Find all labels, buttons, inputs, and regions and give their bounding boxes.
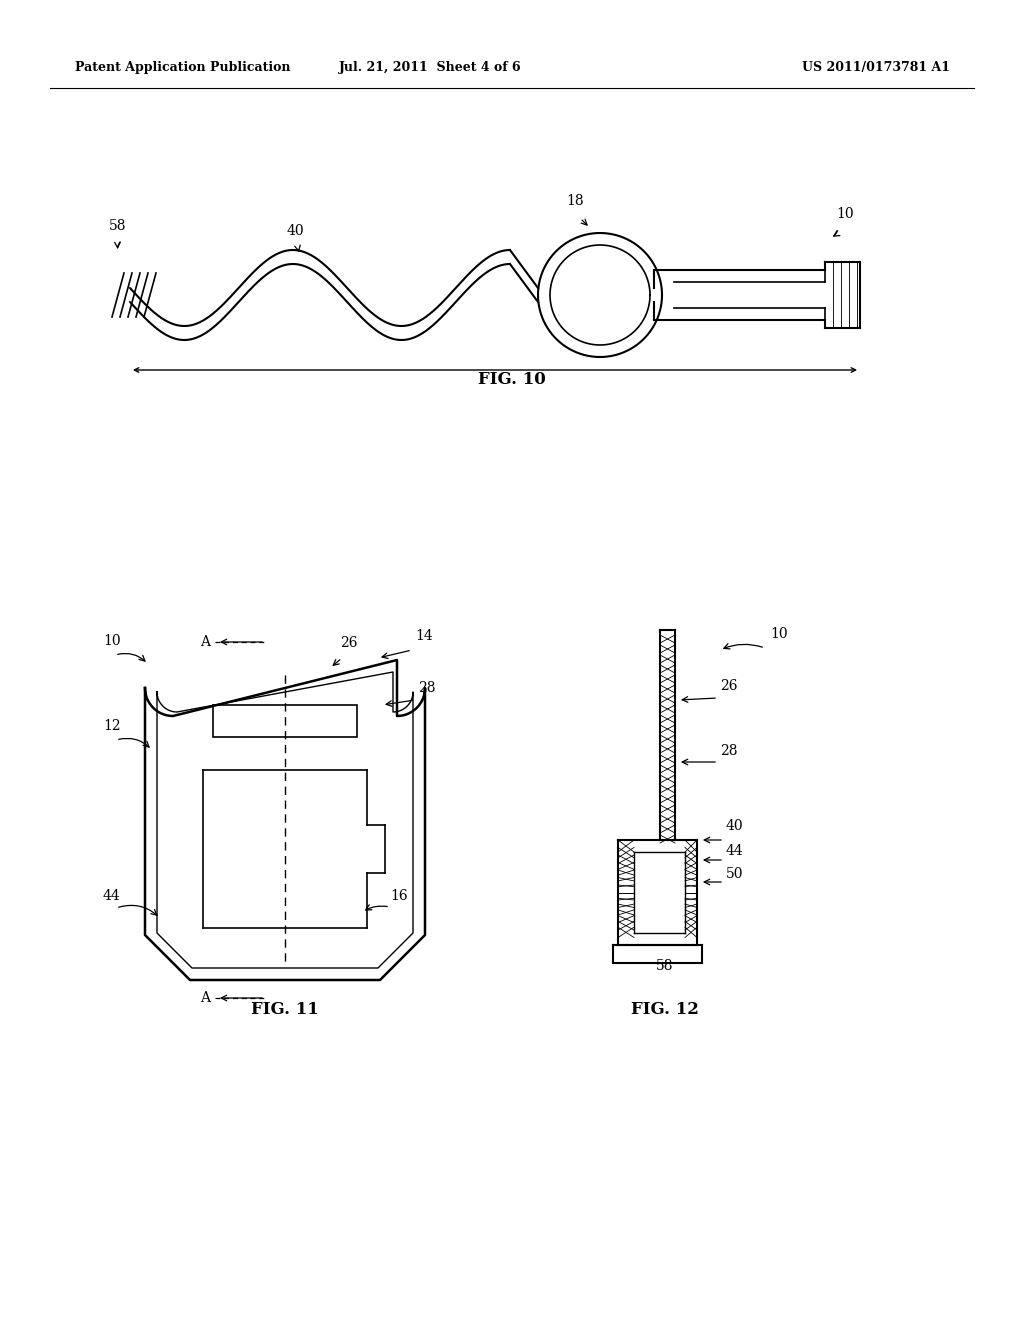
Text: FIG. 11: FIG. 11	[251, 1002, 318, 1019]
Text: 44: 44	[726, 843, 743, 858]
Text: 40: 40	[286, 224, 304, 238]
Text: FIG. 12: FIG. 12	[631, 1002, 699, 1019]
Text: 18: 18	[566, 194, 584, 209]
Text: 58: 58	[110, 219, 127, 234]
Text: Patent Application Publication: Patent Application Publication	[75, 62, 291, 74]
Text: 10: 10	[103, 634, 121, 648]
Text: 40: 40	[726, 818, 743, 833]
Text: Jul. 21, 2011  Sheet 4 of 6: Jul. 21, 2011 Sheet 4 of 6	[339, 62, 521, 74]
Text: A: A	[200, 635, 210, 649]
Text: 26: 26	[340, 636, 357, 649]
Text: FIG. 10: FIG. 10	[478, 371, 546, 388]
Text: 58: 58	[656, 960, 674, 973]
Bar	[213, 705, 357, 737]
Text: 10: 10	[770, 627, 787, 642]
Text: 50: 50	[726, 867, 743, 880]
Text: 14: 14	[415, 630, 433, 643]
Text: A: A	[200, 991, 210, 1005]
Text: 44: 44	[103, 888, 121, 903]
Text: US 2011/0173781 A1: US 2011/0173781 A1	[802, 62, 950, 74]
Text: 28: 28	[418, 681, 435, 696]
Text: 28: 28	[720, 744, 737, 758]
Text: 10: 10	[837, 207, 854, 220]
Text: 12: 12	[103, 719, 121, 733]
Text: 16: 16	[390, 888, 408, 903]
Text: 26: 26	[720, 678, 737, 693]
